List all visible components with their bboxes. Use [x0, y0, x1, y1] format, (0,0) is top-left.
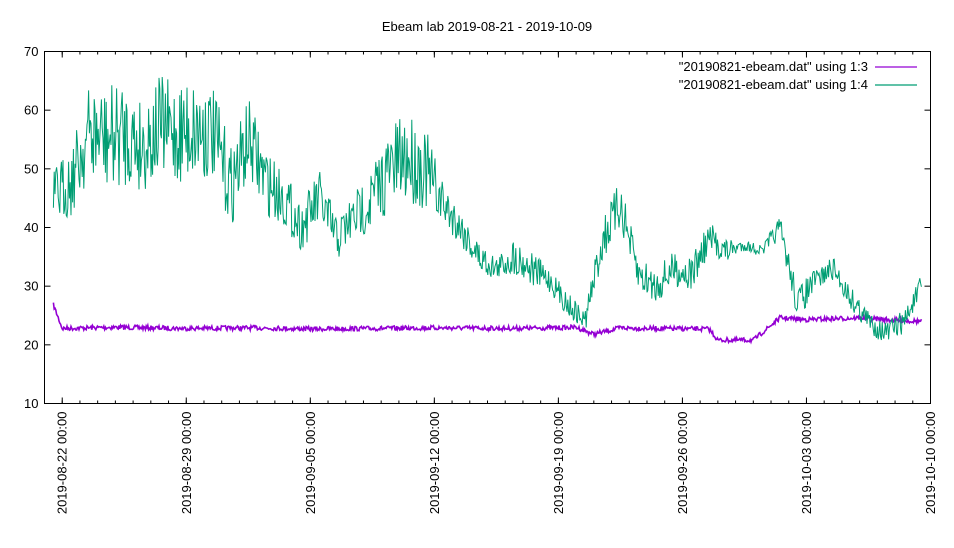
- x-tick-label: 2019-08-29 00:00: [179, 412, 194, 515]
- y-tick-label: 20: [24, 337, 38, 352]
- y-tick-label: 40: [24, 220, 38, 235]
- x-tick-label: 2019-09-05 00:00: [303, 412, 318, 515]
- y-tick-label: 10: [24, 396, 38, 411]
- x-tick-label: 2019-09-12 00:00: [427, 412, 442, 515]
- series-line-2: [52, 76, 922, 341]
- plot-area: [52, 76, 923, 345]
- y-tick-label: 50: [24, 161, 38, 176]
- legend-label-series-2: "20190821-ebeam.dat" using 1:4: [679, 77, 868, 92]
- y-tick-label: 30: [24, 279, 38, 294]
- x-tick-label: 2019-10-03 00:00: [799, 412, 814, 515]
- plot-border: [44, 51, 931, 404]
- y-tick-label: 70: [24, 44, 38, 59]
- series-line-1: [52, 302, 923, 345]
- x-tick-label: 2019-09-19 00:00: [551, 412, 566, 515]
- legend: "20190821-ebeam.dat" using 1:3 "20190821…: [679, 59, 917, 92]
- x-tick-label: 2019-10-10 00:00: [923, 412, 938, 515]
- y-tick-label: 60: [24, 103, 38, 118]
- x-tick-label: 2019-08-22 00:00: [55, 412, 70, 515]
- legend-label-series-1: "20190821-ebeam.dat" using 1:3: [679, 59, 868, 74]
- chart-title: Ebeam lab 2019-08-21 - 2019-10-09: [382, 19, 592, 34]
- x-axis: 2019-08-22 00:00 2019-08-29 00:00 2019-09-…: [44, 51, 938, 515]
- x-tick-label: 2019-09-26 00:00: [675, 412, 690, 515]
